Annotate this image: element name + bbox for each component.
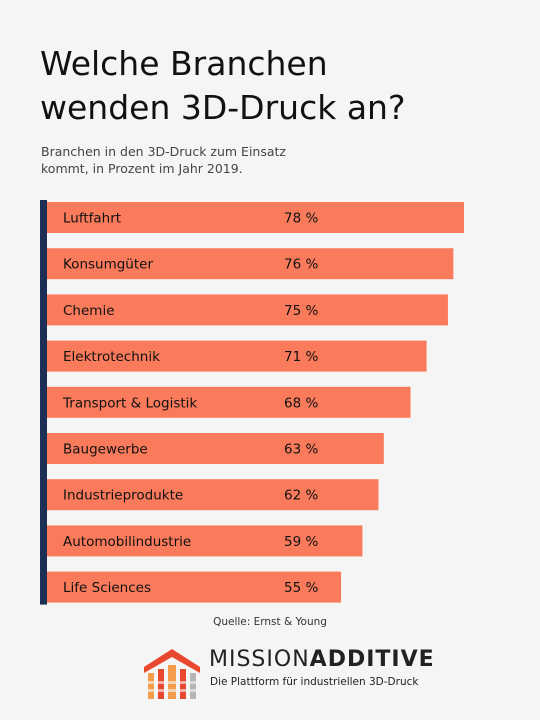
brand-logo: MISSIONADDITIVE Die Plattform für indust… <box>140 643 434 703</box>
brand-tagline: Die Plattform für industriellen 3D-Druck <box>210 676 419 688</box>
value-label-0: 78 % <box>284 211 318 227</box>
category-label-0: Luftfahrt <box>63 211 121 227</box>
chart-subtitle-line-2: kommt, in Prozent im Jahr 2019. <box>41 161 243 176</box>
category-label-7: Automobilindustrie <box>63 534 191 550</box>
bar-6 <box>47 479 379 511</box>
bar-2 <box>47 294 448 326</box>
source-note: Quelle: Ernst & Young <box>213 616 327 628</box>
chart-title: Welche Branchen wenden 3D-Druck an? <box>40 42 405 130</box>
brand-name: MISSIONADDITIVE <box>209 647 435 672</box>
value-label-6: 62 % <box>284 488 318 504</box>
chart-title-line-2: wenden 3D-Druck an? <box>40 88 406 127</box>
value-label-1: 76 % <box>284 257 318 273</box>
brand-name-light: MISSION <box>209 647 310 672</box>
value-label-4: 68 % <box>284 395 318 411</box>
bar-4 <box>47 386 411 418</box>
value-label-5: 63 % <box>284 442 318 458</box>
category-label-6: Industrieprodukte <box>63 488 183 504</box>
bar-7 <box>47 525 363 557</box>
chart-title-line-1: Welche Branchen <box>40 44 328 83</box>
brand-name-bold: ADDITIVE <box>309 647 435 672</box>
axis-line <box>40 200 47 605</box>
value-label-3: 71 % <box>284 349 318 365</box>
value-label-2: 75 % <box>284 303 318 319</box>
mission-additive-logo-icon <box>144 649 200 699</box>
category-label-3: Elektrotechnik <box>63 349 160 365</box>
bar-8 <box>47 571 342 603</box>
chart-subtitle: Branchen in den 3D-Druck zum Einsatz kom… <box>41 143 286 177</box>
value-label-7: 59 % <box>284 534 318 550</box>
category-label-8: Life Sciences <box>63 580 151 596</box>
bar-3 <box>47 340 427 372</box>
category-label-5: Baugewerbe <box>63 442 148 458</box>
category-label-4: Transport & Logistik <box>62 395 197 411</box>
value-label-8: 55 % <box>284 580 318 596</box>
bar-1 <box>47 248 454 280</box>
category-label-2: Chemie <box>63 303 115 319</box>
chart-subtitle-line-1: Branchen in den 3D-Druck zum Einsatz <box>41 144 286 159</box>
bar-0 <box>47 202 464 233</box>
bar-5 <box>47 433 384 464</box>
category-label-1: Konsumgüter <box>63 257 153 273</box>
